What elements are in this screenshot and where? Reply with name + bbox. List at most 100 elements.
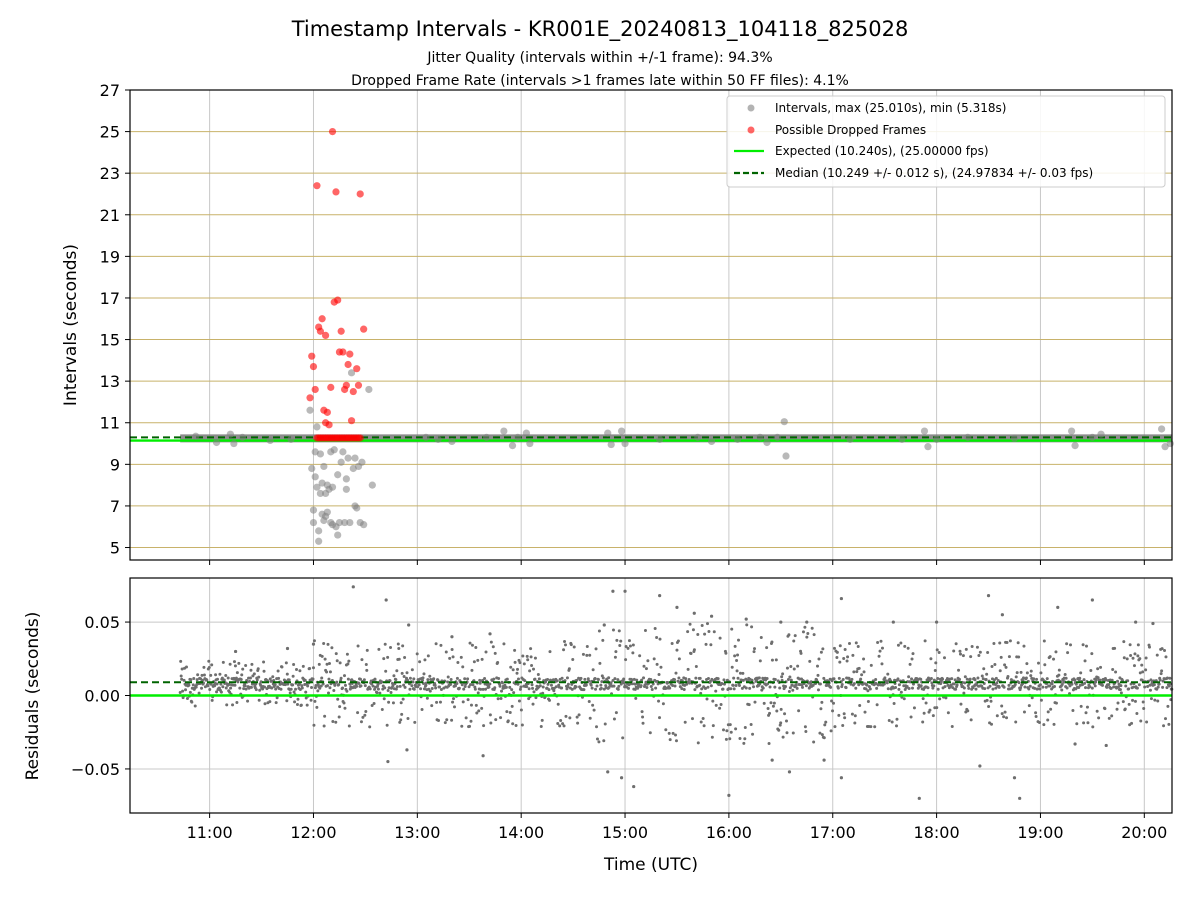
- residual-point: [874, 677, 878, 681]
- residual-point: [676, 679, 680, 683]
- residual-point: [1094, 678, 1098, 682]
- residual-point: [1002, 685, 1006, 689]
- residual-point: [1078, 676, 1082, 680]
- dropped-frame-point: [318, 315, 326, 323]
- residual-point: [508, 710, 512, 714]
- residual-point: [385, 723, 389, 727]
- residual-point: [1141, 700, 1145, 704]
- residual-point: [508, 685, 512, 689]
- residual-point: [1096, 667, 1100, 671]
- residual-point: [1107, 683, 1111, 687]
- residual-point: [932, 684, 936, 688]
- residual-point: [689, 651, 693, 655]
- residual-point: [744, 617, 748, 621]
- residual-point: [891, 620, 895, 624]
- residual-point: [766, 706, 770, 710]
- x-tick-label: 15:00: [602, 823, 648, 842]
- residual-point: [563, 643, 567, 647]
- intervals-y-tick-label: 25: [100, 123, 120, 142]
- residual-point: [778, 686, 782, 690]
- interval-point: [733, 435, 742, 443]
- residual-point: [504, 685, 508, 689]
- residual-point: [820, 700, 824, 704]
- residual-point: [1007, 683, 1011, 687]
- intervals-y-tick-label: 11: [100, 414, 120, 433]
- residual-point: [858, 703, 862, 707]
- residual-point: [616, 687, 620, 691]
- residual-point: [446, 680, 450, 684]
- residual-point: [469, 703, 473, 707]
- residual-point: [875, 703, 879, 707]
- residual-point: [969, 655, 973, 659]
- residual-point: [460, 724, 464, 728]
- residual-point: [1083, 681, 1087, 685]
- residual-point: [1025, 671, 1029, 675]
- residual-point: [978, 650, 982, 654]
- residual-point: [634, 696, 638, 700]
- residual-point: [688, 622, 692, 626]
- residual-point: [451, 700, 455, 704]
- chart-subtitle-jitter: Jitter Quality (intervals within +/-1 fr…: [426, 50, 772, 66]
- residual-point: [1038, 687, 1042, 691]
- residual-point: [1098, 678, 1102, 682]
- residual-point: [699, 691, 703, 695]
- residual-point: [880, 662, 884, 666]
- interval-point: [335, 518, 344, 527]
- residual-point: [268, 700, 272, 704]
- residual-point: [234, 676, 238, 680]
- residual-point: [526, 658, 530, 662]
- residual-point: [345, 689, 349, 693]
- residual-point: [724, 651, 728, 655]
- residual-point: [457, 686, 461, 690]
- residual-point: [1133, 652, 1137, 656]
- residual-point: [847, 642, 851, 646]
- dropped-frame-point: [323, 408, 331, 416]
- residual-point: [642, 676, 646, 680]
- residual-point: [1097, 716, 1101, 720]
- residual-point: [829, 729, 833, 733]
- residual-point: [520, 723, 524, 727]
- residual-point: [878, 649, 882, 653]
- residual-point: [499, 716, 503, 720]
- residual-point: [837, 713, 841, 717]
- residual-point: [1136, 643, 1140, 647]
- residual-point: [1127, 687, 1131, 691]
- residual-point: [339, 676, 343, 680]
- residual-point: [804, 684, 808, 688]
- residual-point: [444, 650, 448, 654]
- residual-point: [554, 685, 558, 689]
- residual-point: [1157, 682, 1161, 686]
- residual-point: [430, 687, 434, 691]
- x-tick-label: 13:00: [394, 823, 440, 842]
- residual-point: [704, 686, 708, 690]
- residual-point: [730, 627, 734, 631]
- residual-point: [621, 736, 625, 740]
- residual-point: [643, 683, 647, 687]
- residual-point: [1052, 657, 1056, 661]
- interval-point: [508, 442, 517, 450]
- residual-point: [556, 722, 560, 726]
- residual-point: [434, 642, 438, 646]
- residual-point: [698, 683, 702, 687]
- residual-point: [285, 672, 289, 676]
- residual-point: [315, 705, 319, 709]
- residual-point: [248, 679, 252, 683]
- residual-point: [836, 686, 840, 690]
- residual-point: [600, 680, 604, 684]
- residual-point: [762, 701, 766, 705]
- residual-point: [1137, 683, 1141, 687]
- residual-point: [987, 705, 991, 709]
- residual-point: [320, 654, 324, 658]
- residual-point: [1022, 644, 1026, 648]
- residual-point: [812, 633, 816, 637]
- residual-point: [767, 742, 771, 746]
- residual-point: [289, 687, 293, 691]
- residual-point: [819, 707, 823, 711]
- residual-point: [601, 676, 605, 680]
- residual-point: [394, 687, 398, 691]
- residual-point: [262, 669, 266, 673]
- residual-point: [632, 784, 636, 789]
- interval-point: [1097, 430, 1105, 438]
- residual-point: [499, 697, 503, 701]
- residual-point: [917, 796, 921, 800]
